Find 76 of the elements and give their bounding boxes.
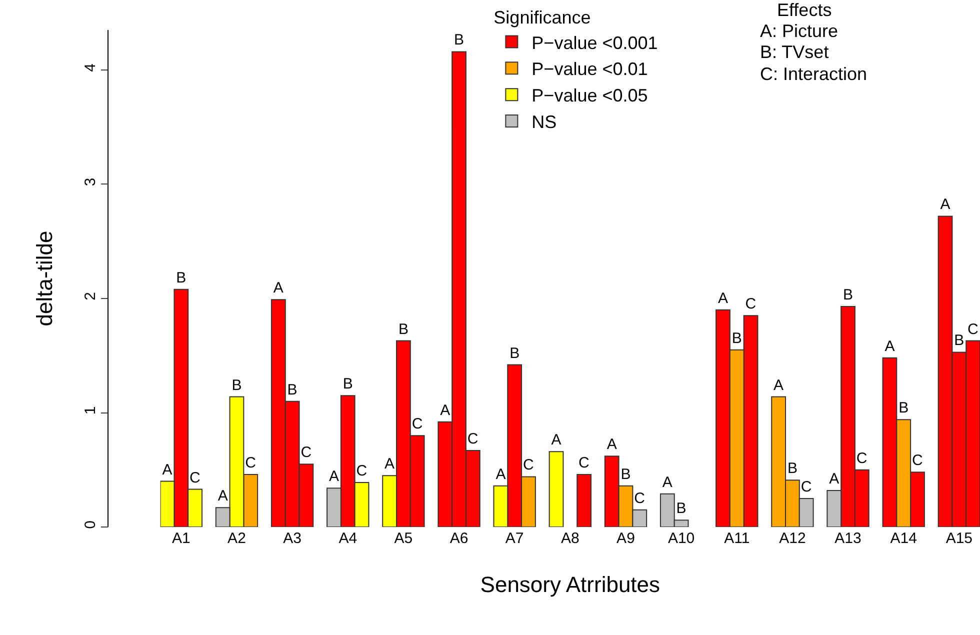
data-label: B	[676, 500, 686, 518]
data-label: C	[300, 444, 312, 462]
x-tick-label: A6	[450, 530, 468, 547]
x-tick-label: A5	[394, 530, 413, 547]
x-tick-label: A12	[779, 530, 806, 547]
annotation: B: TVset	[760, 42, 829, 62]
data-label: C	[968, 320, 979, 338]
x-tick-label: A13	[834, 530, 862, 547]
x-tick-label: A11	[724, 530, 750, 547]
data-label: B	[232, 376, 242, 394]
legend-label: NS	[532, 112, 557, 132]
data-label: A	[718, 290, 728, 307]
data-label: A	[551, 432, 562, 449]
data-label: B	[176, 269, 186, 286]
data-label: C	[412, 416, 423, 433]
data-label: B	[620, 466, 631, 483]
x-tick-label: A10	[668, 530, 695, 547]
legend-label: P−value <0.05	[532, 86, 648, 106]
data-label: C	[745, 296, 756, 313]
data-label: A	[273, 280, 284, 297]
data-label: A	[940, 196, 950, 214]
data-label: C	[190, 469, 201, 486]
data-label: A	[496, 466, 506, 483]
annotation: A: Picture	[760, 21, 838, 41]
data-label: C	[245, 454, 256, 472]
data-label: C	[356, 462, 368, 480]
data-label: A	[384, 456, 395, 473]
x-tick-label: A1	[172, 530, 190, 547]
legend-title: Significance	[494, 8, 591, 28]
x-tick-label: A4	[338, 530, 358, 547]
data-label: C	[634, 490, 646, 507]
data-label: A	[884, 338, 895, 355]
data-label: A	[162, 461, 172, 478]
data-label: A	[328, 468, 339, 486]
data-label: B	[287, 381, 298, 398]
x-tick-label: A9	[616, 530, 635, 547]
legend-label: P−value <0.01	[532, 59, 648, 80]
y-tick-label: 1	[82, 406, 99, 415]
data-label: C	[912, 452, 923, 470]
text: Effects	[777, 0, 832, 20]
y-tick-label: 0	[82, 520, 99, 529]
data-label: C	[856, 450, 868, 467]
data-label: A	[606, 436, 617, 454]
bar	[548, 451, 564, 527]
y-tick-label: 4	[82, 64, 99, 72]
data-label: A	[829, 470, 840, 488]
data-label: A	[662, 474, 672, 491]
x-tick-label: A8	[560, 530, 580, 547]
x-tick-label: A7	[505, 530, 524, 547]
data-label: B	[843, 286, 854, 304]
data-label: C	[800, 478, 812, 496]
data-label: C	[467, 430, 478, 448]
bar	[576, 474, 592, 527]
x-tick-label: A14	[890, 530, 917, 547]
data-label: B	[342, 376, 353, 393]
data-label: A	[440, 402, 450, 419]
x-tick-label: A15	[946, 530, 973, 547]
data-label: B	[454, 32, 464, 49]
data-label: C	[522, 456, 534, 474]
data-label: A	[218, 488, 228, 505]
data-label: B	[732, 330, 742, 347]
x-tick-label: A3	[283, 530, 302, 547]
y-axis-title: delta-tilde	[32, 230, 57, 326]
data-label: A	[774, 376, 784, 394]
data-label: C	[578, 454, 590, 472]
data-label: B	[898, 400, 909, 417]
annotation: C: Interaction	[760, 64, 868, 84]
x-axis-title: Sensory Atrributes	[480, 572, 660, 597]
x-tick-label: A2	[228, 530, 246, 547]
data-label: B	[787, 460, 798, 478]
legend-label: P−value <0.001	[532, 32, 658, 53]
data-label: B	[398, 320, 408, 338]
data-label: B	[510, 344, 520, 362]
data-label: B	[954, 332, 964, 350]
y-tick-label: 3	[82, 178, 99, 186]
y-tick-label: 2	[82, 292, 99, 300]
